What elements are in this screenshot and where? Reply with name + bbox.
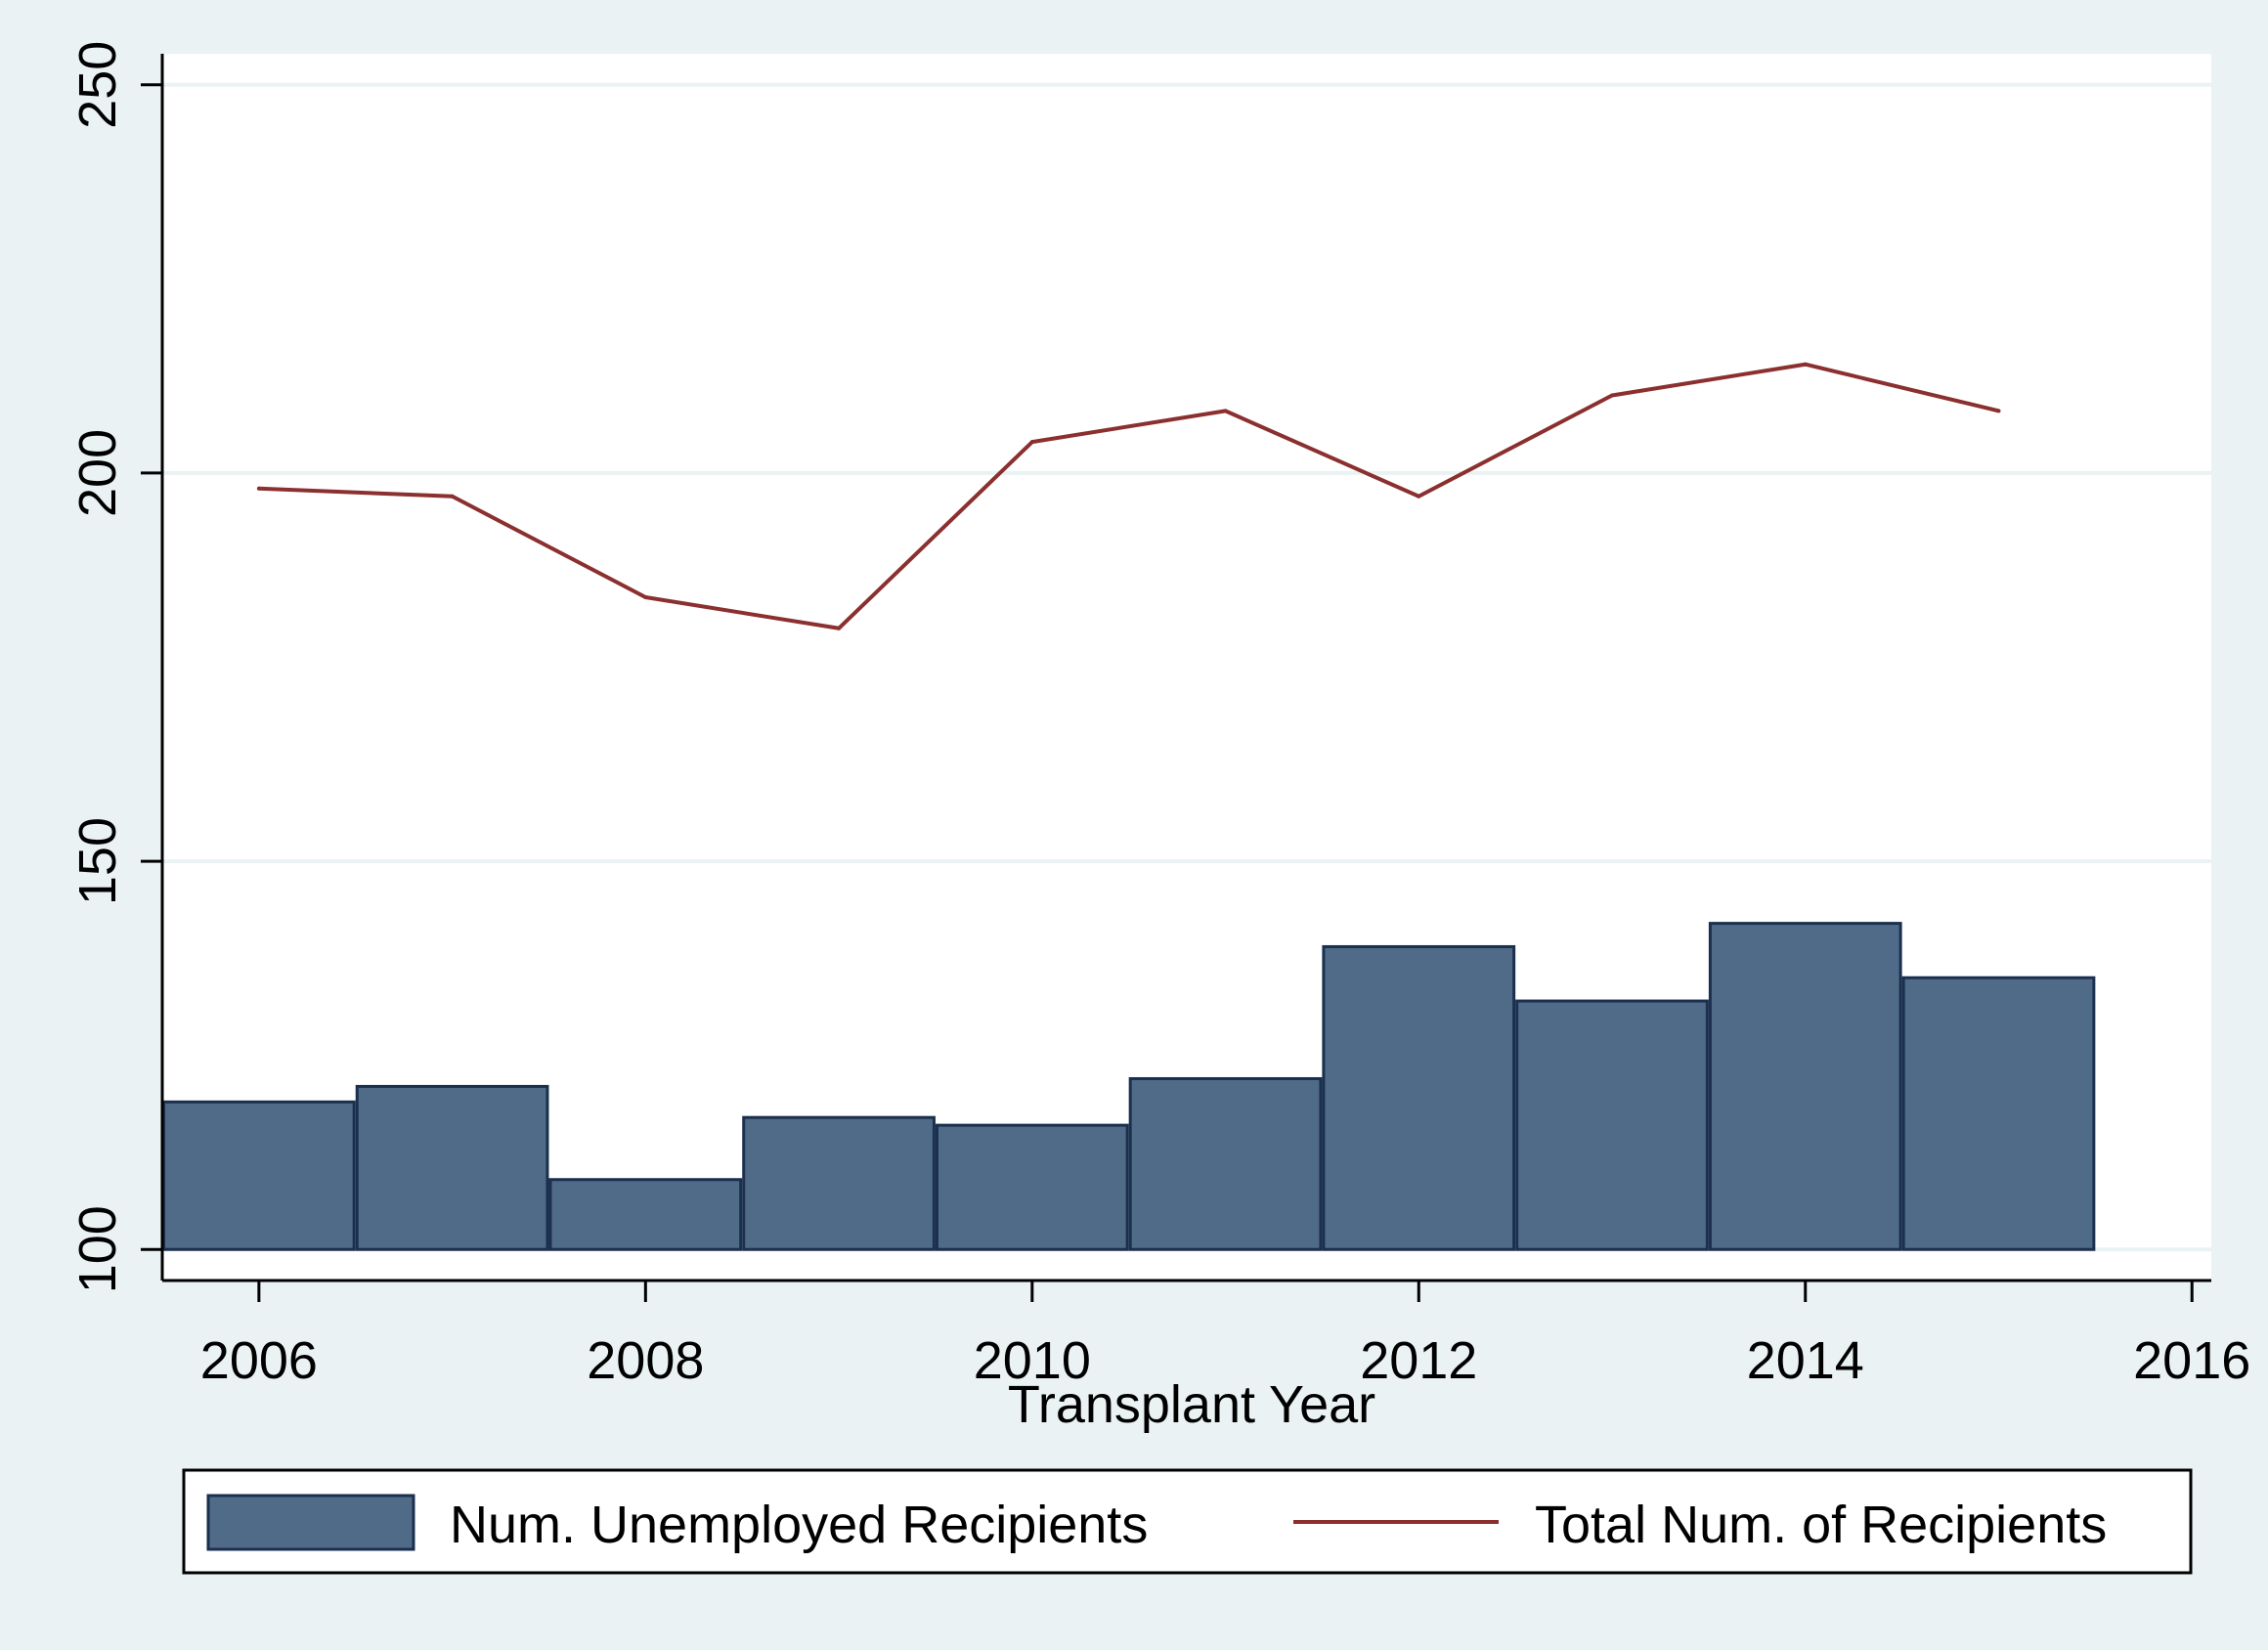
y-tick-label: 250: [68, 41, 127, 129]
x-tick-label: 2016: [2133, 1331, 2250, 1390]
bar-2011: [1128, 1076, 1323, 1251]
line-point-2013: [1610, 393, 1615, 398]
bar-2008: [548, 1178, 743, 1251]
total-recipients-line: [258, 362, 1999, 630]
x-tick-label: 2014: [1747, 1331, 1864, 1390]
y-tick-label: 100: [68, 1205, 127, 1293]
bar-2006: [162, 1100, 356, 1251]
line-point-2011: [1223, 409, 1228, 413]
bar-2015: [1901, 976, 2096, 1251]
x-ticks: 2006 2008 2010 2012 2014 2016: [200, 1281, 2250, 1390]
line-point-2009: [837, 626, 842, 630]
y-ticks: 100 150 200 250: [68, 41, 162, 1293]
line-point-2007: [450, 494, 455, 499]
line-point-2006: [256, 486, 261, 491]
x-tick-label: 2006: [200, 1331, 318, 1390]
bar-2009: [742, 1115, 936, 1251]
bar-2014: [1708, 922, 1902, 1251]
legend-swatch-bar: [206, 1494, 415, 1551]
bar-2007: [355, 1084, 549, 1251]
legend-label-total: Total Num. of Recipients: [1535, 1496, 2107, 1554]
line-point-2012: [1417, 494, 1421, 499]
bar-2012: [1322, 944, 1516, 1251]
legend-box: [182, 1468, 2193, 1575]
line-point-2010: [1029, 440, 1034, 445]
y-tick-label: 150: [68, 817, 127, 905]
bar-series: [162, 922, 2096, 1251]
line-series: [256, 362, 2001, 630]
x-tick-label: 2012: [1360, 1331, 1477, 1390]
bar-2010: [935, 1123, 1129, 1251]
axes: [160, 54, 2211, 1282]
bar-2013: [1515, 999, 1709, 1251]
x-tick-label: 2010: [974, 1331, 1091, 1390]
x-axis-title: Transplant Year: [1008, 1375, 1375, 1434]
x-tick-label: 2008: [587, 1331, 704, 1390]
line-point-2014: [1803, 362, 1808, 367]
legend-label-unemployed: Num. Unemployed Recipients: [450, 1496, 1148, 1554]
line-point-2008: [643, 595, 648, 600]
y-tick-label: 200: [68, 429, 127, 517]
line-point-2015: [1996, 409, 2001, 413]
legend: Num. Unemployed Recipients Total Num. of…: [182, 1468, 2193, 1575]
